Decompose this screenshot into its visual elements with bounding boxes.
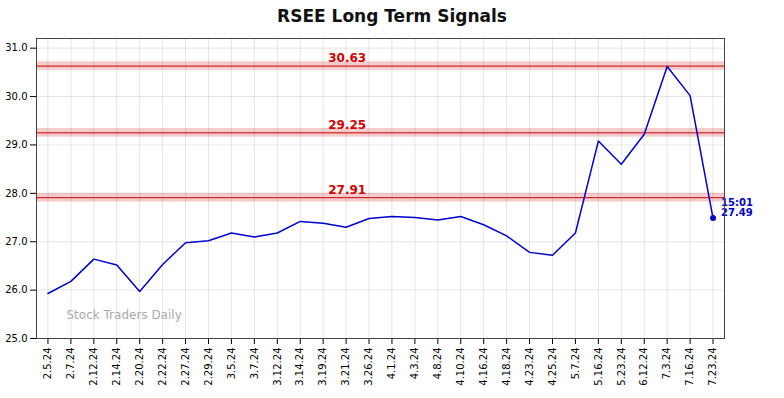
- svg-text:7.3.24: 7.3.24: [661, 348, 672, 380]
- svg-text:2.20.24: 2.20.24: [134, 348, 145, 386]
- svg-text:2.12.24: 2.12.24: [88, 348, 99, 386]
- svg-text:7.16.24: 7.16.24: [684, 348, 695, 386]
- svg-text:4.16.24: 4.16.24: [478, 348, 489, 386]
- svg-text:30.0: 30.0: [5, 91, 27, 102]
- svg-text:4.18.24: 4.18.24: [501, 348, 512, 386]
- svg-text:5.16.24: 5.16.24: [593, 348, 604, 386]
- svg-text:5.7.24: 5.7.24: [570, 348, 581, 380]
- svg-text:3.5.24: 3.5.24: [226, 348, 237, 380]
- svg-text:7.23.24: 7.23.24: [707, 348, 718, 386]
- svg-text:4.1.24: 4.1.24: [386, 348, 397, 380]
- svg-text:3.21.24: 3.21.24: [340, 348, 351, 386]
- svg-text:31.0: 31.0: [5, 42, 27, 53]
- svg-text:2.29.24: 2.29.24: [203, 348, 214, 386]
- svg-text:3.19.24: 3.19.24: [317, 348, 328, 386]
- svg-text:27.0: 27.0: [5, 236, 27, 247]
- svg-text:3.26.24: 3.26.24: [363, 348, 374, 386]
- svg-text:2.27.24: 2.27.24: [180, 348, 191, 386]
- svg-text:3.14.24: 3.14.24: [294, 348, 305, 386]
- svg-text:2.7.24: 2.7.24: [65, 348, 76, 380]
- svg-text:30.63: 30.63: [328, 51, 366, 65]
- svg-text:3.12.24: 3.12.24: [272, 348, 283, 386]
- svg-text:29.25: 29.25: [328, 118, 366, 132]
- svg-text:Stock Traders Daily: Stock Traders Daily: [67, 308, 182, 322]
- svg-text:4.25.24: 4.25.24: [547, 348, 558, 386]
- svg-text:29.0: 29.0: [5, 139, 27, 150]
- svg-text:2.5.24: 2.5.24: [42, 348, 53, 380]
- svg-text:4.3.24: 4.3.24: [409, 348, 420, 380]
- svg-text:28.0: 28.0: [5, 188, 27, 199]
- svg-text:25.0: 25.0: [5, 333, 27, 344]
- svg-text:27.91: 27.91: [328, 183, 366, 197]
- svg-text:3.7.24: 3.7.24: [249, 348, 260, 380]
- svg-text:26.0: 26.0: [5, 284, 27, 295]
- svg-text:4.23.24: 4.23.24: [524, 348, 535, 386]
- svg-text:4.10.24: 4.10.24: [455, 348, 466, 386]
- svg-text:4.8.24: 4.8.24: [432, 348, 443, 380]
- html-text:RSEE Long Term Signals: RSEE Long Term Signals: [277, 6, 507, 26]
- svg-text:5.23.24: 5.23.24: [616, 348, 627, 386]
- svg-text:6.12.24: 6.12.24: [638, 348, 649, 386]
- svg-text:2.14.24: 2.14.24: [111, 348, 122, 386]
- svg-text:2.22.24: 2.22.24: [157, 348, 168, 386]
- svg-text:15:0127.49: 15:0127.49: [721, 197, 753, 218]
